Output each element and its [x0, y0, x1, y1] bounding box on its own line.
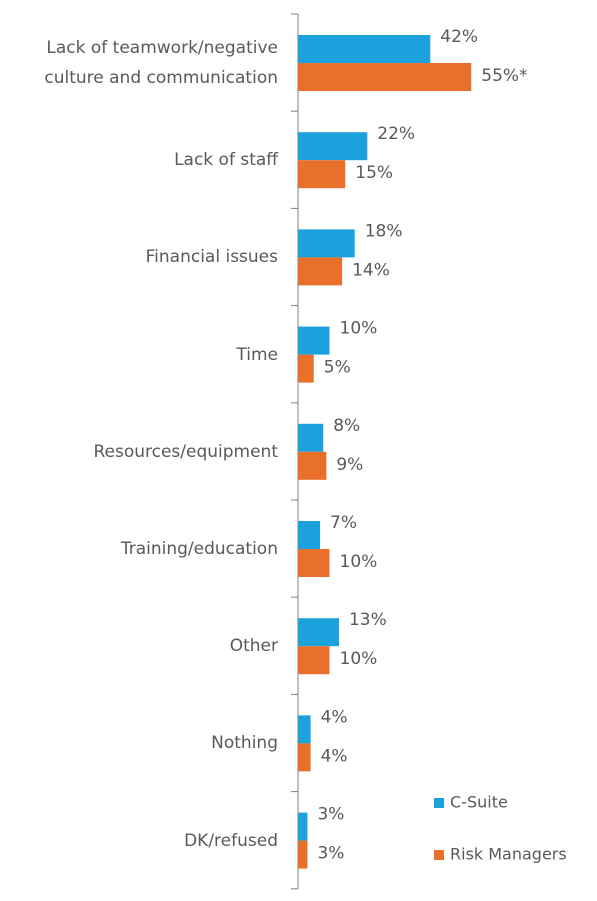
value-label: 42% — [440, 27, 478, 47]
value-label: 10% — [340, 649, 378, 669]
value-label: 7% — [330, 513, 357, 533]
category-label: Lack of staff — [174, 150, 278, 171]
bar — [298, 549, 330, 577]
value-label: 4% — [321, 707, 348, 727]
value-label: 8% — [333, 416, 360, 436]
bar — [298, 257, 343, 286]
bar — [298, 812, 308, 841]
bar — [298, 646, 330, 675]
value-label: 4% — [321, 746, 348, 766]
bar — [298, 132, 368, 161]
legend-label: Risk Managers — [450, 845, 567, 864]
bar — [298, 160, 346, 189]
bar — [298, 715, 311, 744]
value-label: 55%* — [481, 66, 527, 86]
value-label: 3% — [317, 844, 344, 864]
value-label: 5% — [324, 358, 351, 378]
bar — [298, 229, 355, 258]
legend-swatch — [434, 798, 444, 808]
bar — [298, 63, 472, 91]
category-label: Other — [229, 636, 278, 657]
value-label: 10% — [340, 552, 378, 572]
bar — [298, 743, 311, 772]
bar — [298, 35, 431, 63]
bar — [298, 840, 308, 869]
category-label: Time — [236, 344, 278, 365]
bar — [298, 354, 314, 383]
category-label: DK/refused — [184, 830, 278, 851]
bar — [298, 423, 324, 452]
bar — [298, 618, 339, 647]
value-label: 9% — [336, 455, 363, 475]
value-label: 10% — [340, 319, 378, 339]
value-label: 15% — [355, 163, 393, 183]
category-label: Financial issues — [145, 247, 278, 268]
category-label: Lack of teamwork/negative culture and co… — [44, 38, 278, 88]
bar — [298, 521, 321, 549]
category-label: Resources/equipment — [93, 441, 278, 462]
value-label: 18% — [365, 221, 403, 241]
bar — [298, 326, 330, 355]
value-label: 14% — [352, 260, 390, 280]
legend-label: C-Suite — [450, 793, 508, 812]
category-label: Nothing — [211, 733, 278, 754]
value-label: 13% — [349, 610, 387, 630]
category-label: Training/education — [120, 539, 278, 559]
value-label: 22% — [377, 124, 415, 144]
bar — [298, 451, 327, 480]
value-label: 3% — [317, 805, 344, 825]
legend-swatch — [434, 850, 444, 860]
